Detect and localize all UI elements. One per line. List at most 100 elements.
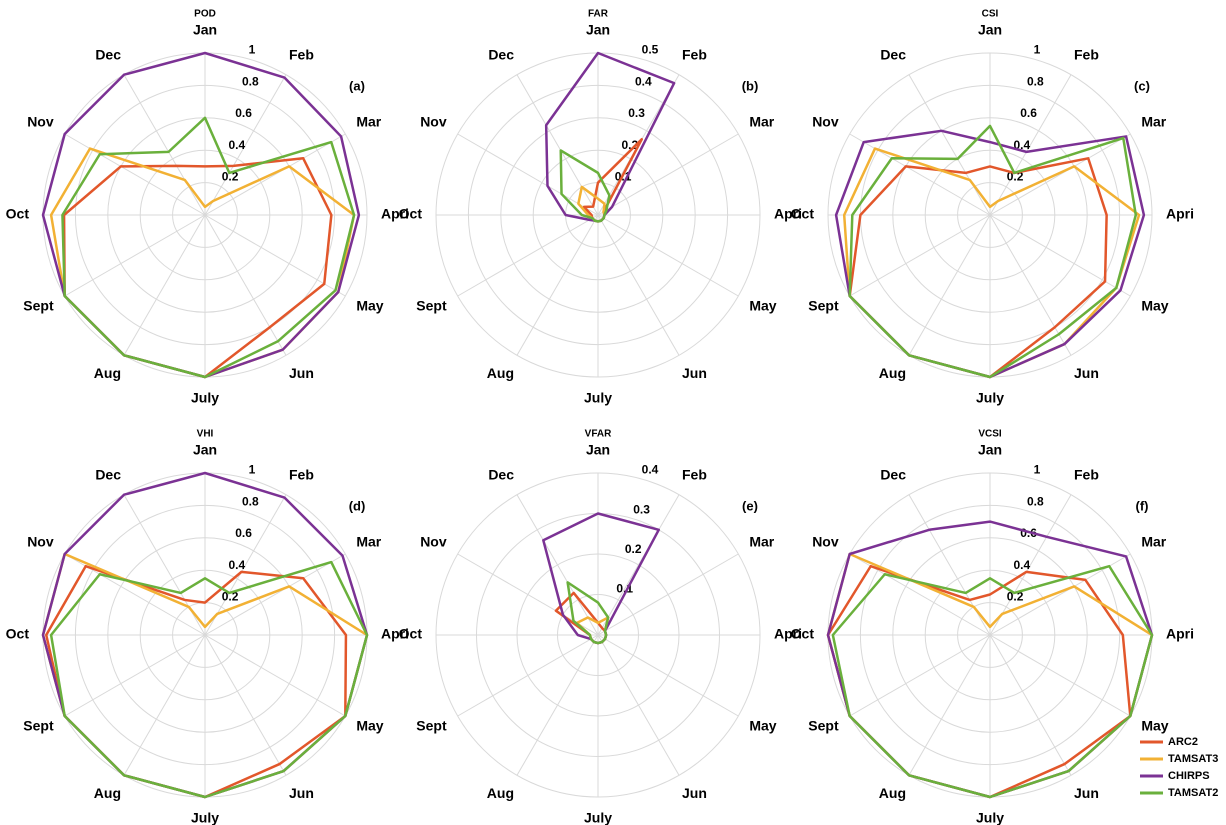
category-label: Dec (880, 46, 906, 62)
grid-ring (957, 602, 1023, 668)
grid-ring (924, 569, 1056, 701)
category-label: May (1141, 298, 1168, 314)
spoke (989, 214, 1072, 356)
spoke (908, 494, 991, 636)
category-label: Sept (808, 718, 839, 734)
category-label: July (584, 390, 612, 406)
r-tick-label: 0.6 (235, 526, 252, 540)
legend-label: ARC2 (1168, 736, 1198, 748)
spoke (516, 214, 599, 356)
category-label: May (749, 718, 776, 734)
grid-ring (139, 149, 271, 281)
category-label: Feb (1074, 46, 1099, 62)
r-tick-label: 0.4 (1013, 558, 1030, 572)
r-tick-label: 0.2 (222, 589, 239, 603)
category-label: Apri (774, 626, 802, 642)
category-label: Feb (1074, 466, 1099, 482)
panel-label: (a) (349, 78, 365, 93)
series-line (61, 116, 356, 379)
panel-label: (d) (349, 498, 366, 513)
category-label: Oct (399, 206, 423, 222)
chart-title: POD (194, 9, 216, 20)
spoke (908, 214, 991, 356)
legend-label: CHIRPS (1168, 770, 1210, 782)
category-label: July (191, 390, 219, 406)
category-label: Mar (1141, 534, 1166, 550)
category-label: Sept (416, 718, 447, 734)
category-label: Sept (808, 298, 839, 314)
category-label: Nov (27, 114, 54, 130)
spoke (204, 634, 346, 717)
legend-label: TAMSAT2 (1168, 787, 1218, 799)
spoke (989, 634, 1131, 717)
grid-ring (500, 117, 696, 313)
radar-panel: 0.2 0.4 0.6 0.8 1 Jan Feb Mar Apri May Jun July Aug S… (6, 9, 409, 406)
spoke (989, 74, 1072, 216)
series-line (566, 581, 610, 645)
spoke (457, 133, 599, 216)
spoke (849, 214, 991, 297)
grid-ring (924, 149, 1056, 281)
category-label: Dec (95, 466, 121, 482)
r-tick-label: 0.2 (222, 169, 239, 183)
category-label: Jan (193, 22, 217, 38)
r-tick-label: 0.2 (625, 542, 642, 556)
category-label: May (749, 298, 776, 314)
r-tick-label: 0.2 (1007, 589, 1024, 603)
category-label: Dec (880, 466, 906, 482)
spoke (849, 133, 991, 216)
category-label: Mar (749, 114, 774, 130)
category-label: Feb (682, 46, 707, 62)
series-line (826, 564, 1132, 799)
r-tick-label: 0.3 (633, 502, 650, 516)
r-tick-label: 0.6 (1020, 106, 1037, 120)
category-label: Jun (682, 785, 707, 801)
spoke (204, 74, 287, 216)
grid-ring (139, 569, 271, 701)
spoke (597, 214, 739, 297)
r-tick-label: 0.6 (235, 106, 252, 120)
r-tick-label: 0.3 (628, 106, 645, 120)
grid-ring (557, 594, 639, 676)
category-label: Aug (879, 785, 906, 801)
series-line (559, 149, 611, 223)
chart-title: VFAR (585, 429, 612, 440)
spoke (64, 634, 206, 717)
spoke (204, 214, 346, 297)
grid-ring (516, 553, 680, 717)
category-label: Feb (289, 466, 314, 482)
category-label: Sept (416, 298, 447, 314)
category-label: Jan (978, 22, 1002, 38)
panel-label: (e) (742, 498, 758, 513)
chart-title: VHI (197, 429, 214, 440)
spoke (123, 494, 206, 636)
category-label: July (976, 810, 1004, 825)
grid-ring (74, 504, 336, 766)
spoke (204, 133, 346, 216)
category-label: Jun (289, 365, 314, 381)
spoke (123, 74, 206, 216)
spoke (989, 214, 1131, 297)
spoke (123, 634, 206, 776)
r-tick-label: 1 (249, 463, 256, 477)
grid-ring (467, 84, 729, 346)
radar-panel: 0.2 0.4 0.6 0.8 1 Jan Feb Mar Apri May Jun July Aug S… (6, 429, 409, 825)
series-line (848, 124, 1138, 379)
category-label: Oct (399, 626, 423, 642)
spoke (989, 133, 1131, 216)
grid-ring (435, 472, 761, 798)
category-label: Jun (1074, 365, 1099, 381)
category-label: Jan (978, 442, 1002, 458)
category-label: Jan (193, 442, 217, 458)
spoke (64, 214, 206, 297)
spoke (989, 494, 1072, 636)
spoke (516, 74, 599, 216)
r-tick-label: 0.4 (228, 138, 245, 152)
r-tick-label: 0.8 (242, 74, 259, 88)
legend-label: TAMSAT3 (1168, 753, 1218, 765)
category-label: Jun (1074, 785, 1099, 801)
category-label: Nov (420, 114, 447, 130)
grid-ring (859, 504, 1121, 766)
category-label: Dec (488, 46, 514, 62)
